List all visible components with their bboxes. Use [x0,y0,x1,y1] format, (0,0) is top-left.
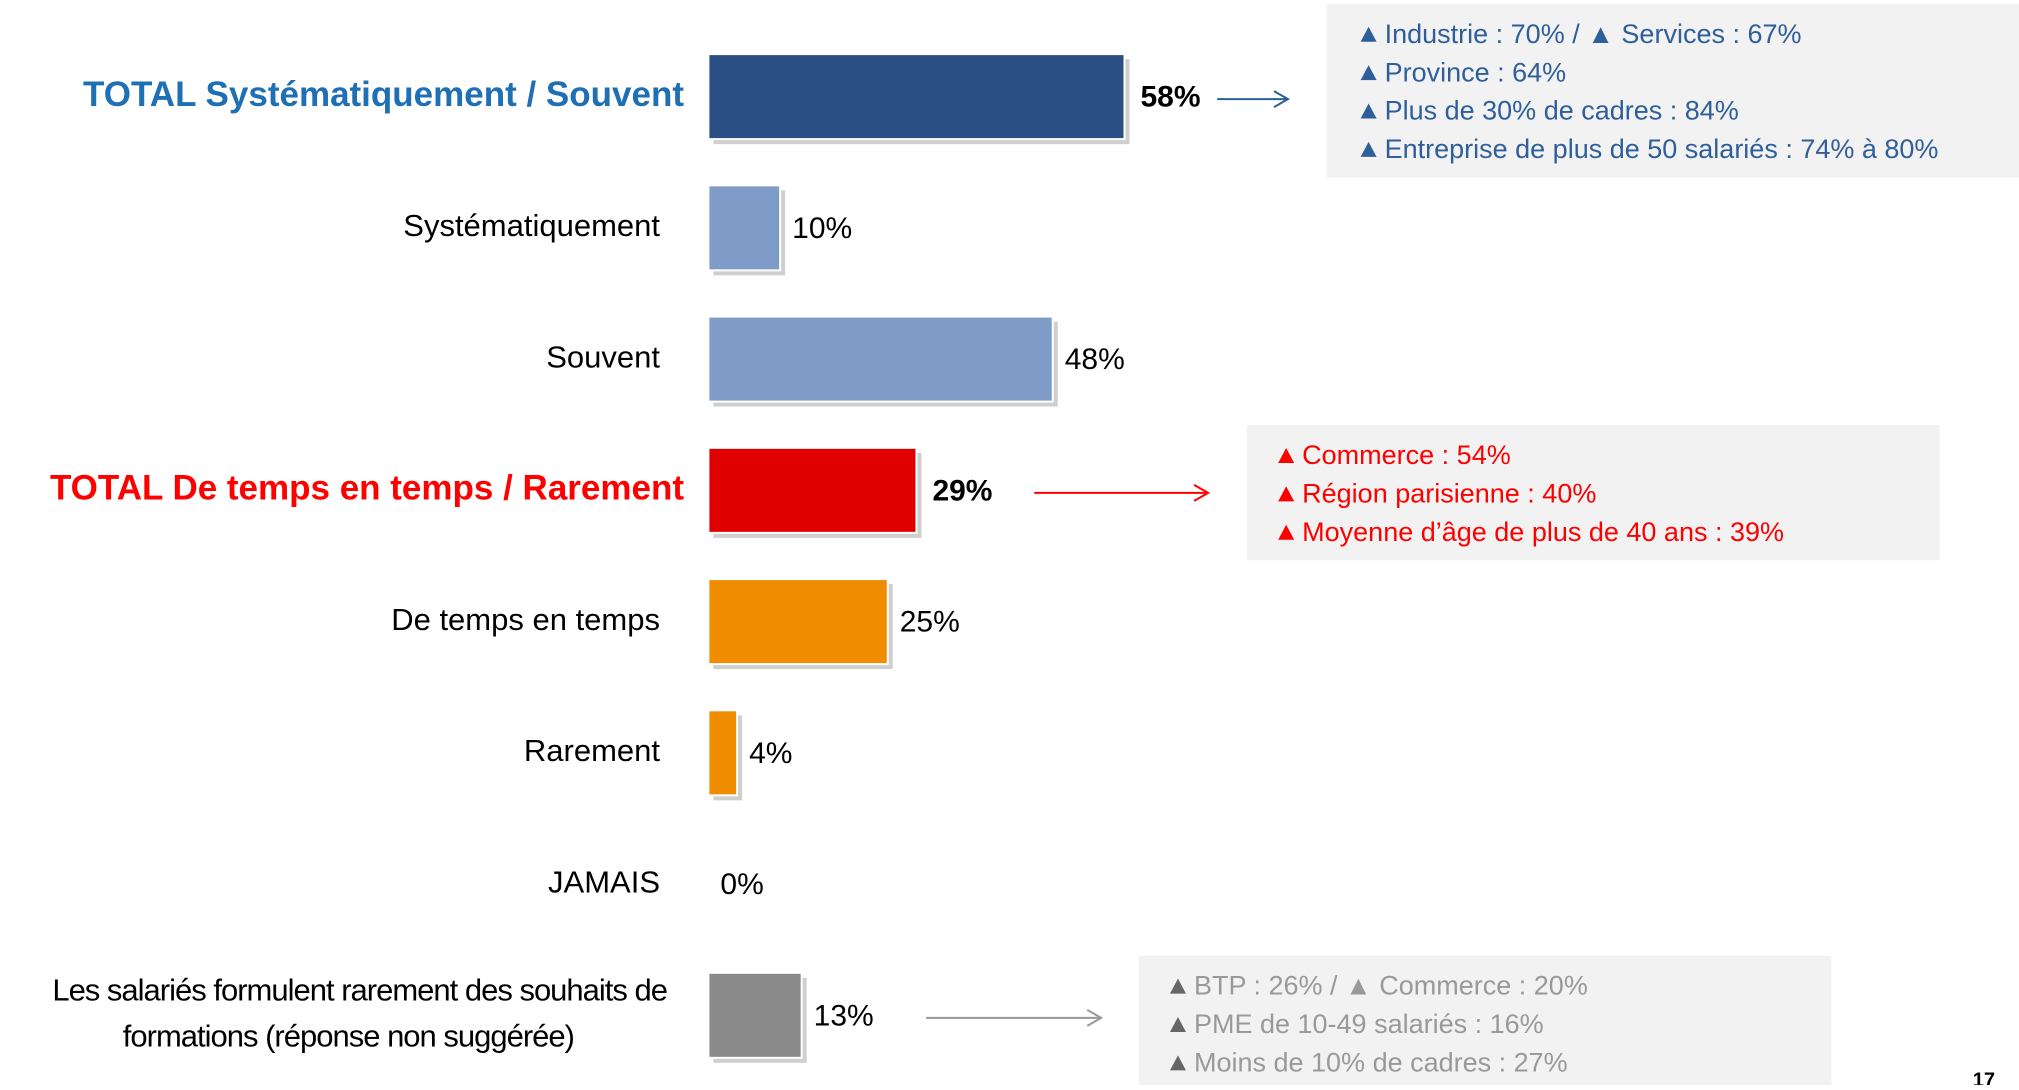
bar [707,184,782,272]
bar [707,315,1054,403]
annotation-text: Région parisienne : 40% [1302,478,1596,508]
category-label: Souvent [546,339,660,374]
annotation-text: PME de 10-49 salariés : 16% [1194,1009,1544,1039]
annotation-text: BTP : 26% / ▲ Commerce : 20% [1194,971,1588,1001]
category-label: JAMAIS [548,864,660,899]
triangle-icon [1360,26,1377,42]
triangle-icon [1169,1016,1186,1032]
triangle-icon [1169,978,1186,994]
value-label: 10% [792,212,852,245]
triangle-icon [1278,447,1295,463]
triangle-icon [1278,524,1295,540]
category-label: TOTAL Systématiquement / Souvent [83,75,684,114]
triangle-icon [1278,486,1295,502]
category-label: Rarement [524,733,660,768]
annotation-text: Entreprise de plus de 50 salariés : 74% … [1385,134,1939,164]
triangle-icon [1360,141,1377,157]
triangle-icon [1360,65,1377,81]
annotation-box [1326,3,2019,178]
bar [707,971,803,1059]
triangle-icon [1360,103,1377,119]
arrow-head [1086,1009,1104,1027]
arrow-head [1193,484,1211,502]
page-number: 17 [1973,1069,1995,1085]
category-label: TOTAL De temps en temps / Rarement [50,469,684,508]
annotation-text: Province : 64% [1385,57,1567,87]
value-label: 13% [814,999,874,1032]
category-label: Les salariés formulent rarement des souh… [52,973,667,1008]
value-label: 25% [900,606,960,639]
annotation-box [1138,955,1832,1086]
bar [707,446,918,534]
value-label: 4% [749,737,792,770]
bar [707,578,889,666]
arrow-head [1273,90,1291,109]
annotation-text: Moins de 10% de cadres : 27% [1194,1047,1568,1077]
bar [707,53,1126,141]
bar [707,709,739,797]
value-label: 0% [720,868,763,901]
value-label: 48% [1065,343,1125,376]
annotation-text: Industrie : 70% / ▲ Services : 67% [1385,19,1802,49]
annotation-box [1246,425,1940,561]
annotation-text: Plus de 30% de cadres : 84% [1385,96,1739,126]
annotation-text: Commerce : 54% [1302,440,1511,470]
triangle-icon [1169,1055,1186,1071]
value-label: 58% [1141,81,1201,114]
value-label: 29% [932,474,992,507]
annotation-text: Moyenne d’âge de plus de 40 ans : 39% [1302,517,1784,547]
category-label: De temps en temps [391,602,660,637]
category-label: Systématiquement [403,208,660,243]
category-label: formations (réponse non suggérée) [123,1019,574,1054]
